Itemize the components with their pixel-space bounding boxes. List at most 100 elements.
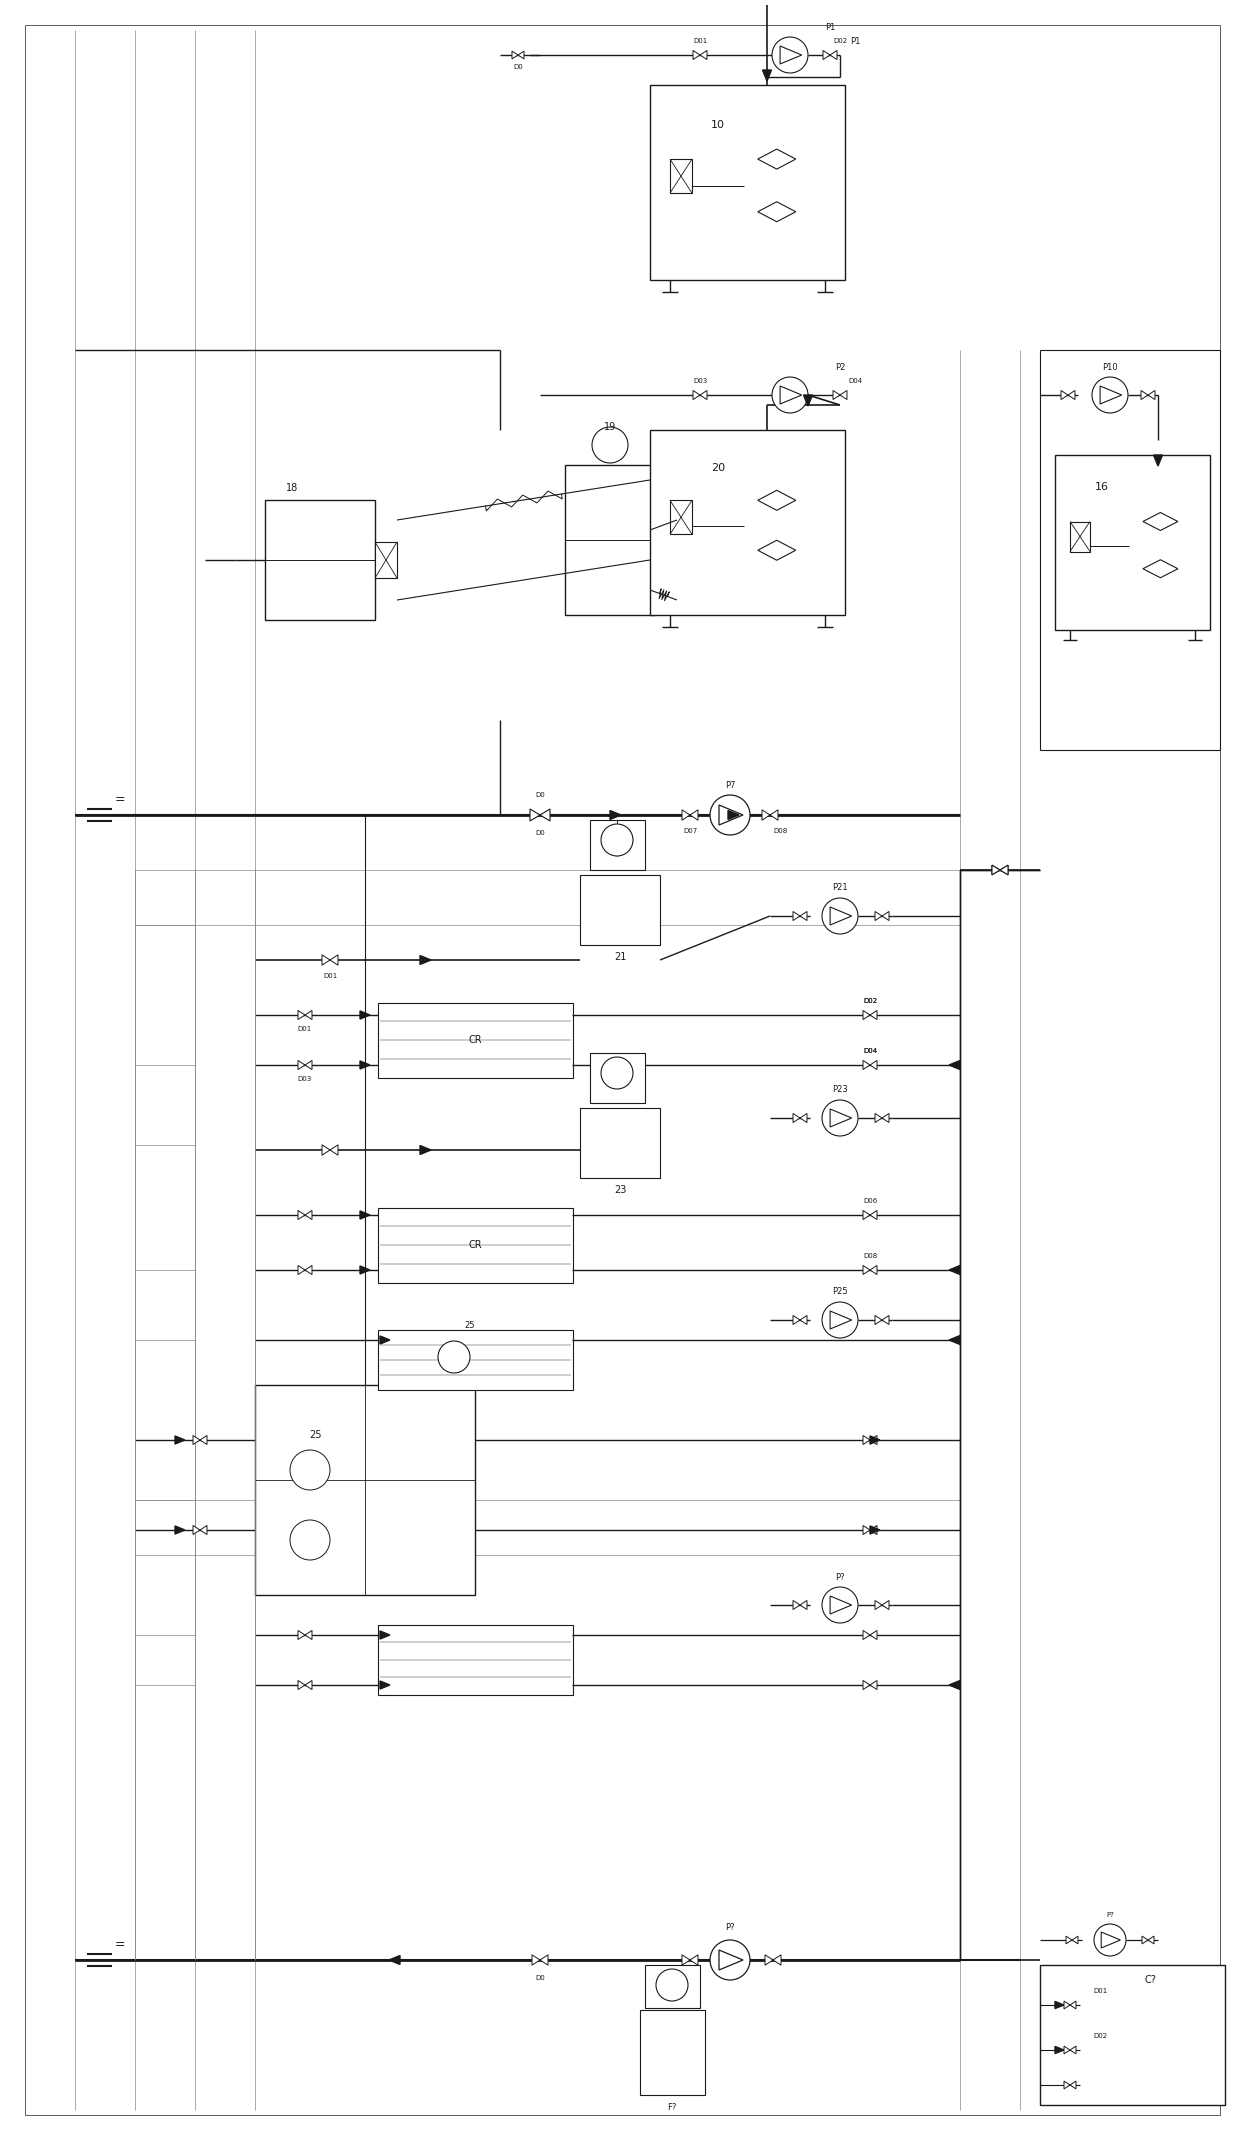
Polygon shape: [693, 51, 701, 60]
Polygon shape: [875, 911, 882, 921]
Polygon shape: [758, 541, 796, 560]
Polygon shape: [532, 1954, 539, 1965]
Text: 19: 19: [604, 421, 616, 432]
Polygon shape: [689, 1954, 698, 1965]
Circle shape: [591, 428, 627, 464]
Polygon shape: [330, 956, 339, 964]
Polygon shape: [701, 391, 707, 400]
Text: P1: P1: [825, 24, 836, 32]
Polygon shape: [322, 956, 330, 964]
Polygon shape: [1055, 2046, 1064, 2055]
Text: P7: P7: [724, 780, 735, 789]
Text: 18: 18: [286, 483, 298, 494]
Polygon shape: [305, 1631, 312, 1640]
Polygon shape: [949, 1266, 960, 1274]
Polygon shape: [1070, 2001, 1076, 2010]
Circle shape: [822, 1099, 858, 1135]
Circle shape: [822, 898, 858, 934]
Polygon shape: [379, 1336, 389, 1345]
Text: D07: D07: [683, 827, 697, 834]
Polygon shape: [763, 71, 771, 81]
Polygon shape: [360, 1011, 370, 1020]
Polygon shape: [518, 51, 525, 60]
Circle shape: [773, 36, 808, 73]
Polygon shape: [863, 1435, 870, 1445]
Text: P21: P21: [832, 883, 848, 892]
Text: P1: P1: [849, 38, 861, 47]
Text: P?: P?: [725, 1924, 735, 1933]
Text: C?: C?: [1145, 1976, 1156, 1984]
Polygon shape: [330, 1144, 339, 1155]
Polygon shape: [719, 806, 743, 825]
Polygon shape: [682, 810, 689, 821]
Polygon shape: [298, 1210, 305, 1219]
Polygon shape: [839, 391, 847, 400]
Bar: [435, 1334, 472, 1383]
Polygon shape: [863, 1680, 870, 1689]
Circle shape: [656, 1969, 688, 2001]
Polygon shape: [298, 1266, 305, 1274]
Polygon shape: [875, 1601, 882, 1610]
Polygon shape: [765, 1954, 773, 1965]
Polygon shape: [999, 866, 1008, 874]
Polygon shape: [305, 1011, 312, 1020]
Polygon shape: [863, 1011, 870, 1020]
Polygon shape: [305, 1210, 312, 1219]
Polygon shape: [882, 1114, 889, 1122]
Bar: [580, 1107, 660, 1178]
Text: CR: CR: [469, 1035, 482, 1045]
Polygon shape: [1153, 455, 1163, 466]
Polygon shape: [298, 1060, 305, 1069]
Text: P10: P10: [1102, 363, 1117, 372]
Polygon shape: [800, 1315, 807, 1326]
Bar: [378, 1003, 573, 1078]
Circle shape: [438, 1341, 470, 1373]
Bar: [670, 158, 692, 192]
Circle shape: [601, 1056, 632, 1088]
Text: D03: D03: [693, 378, 707, 385]
Text: P25: P25: [832, 1287, 848, 1296]
Polygon shape: [870, 1060, 877, 1069]
Polygon shape: [870, 1680, 877, 1689]
Text: D08: D08: [863, 1253, 877, 1259]
Text: D04: D04: [848, 378, 862, 385]
Polygon shape: [360, 1210, 370, 1219]
Circle shape: [1094, 1924, 1126, 1956]
Polygon shape: [689, 810, 698, 821]
Bar: [640, 2010, 706, 2095]
Polygon shape: [780, 47, 802, 64]
Text: D0: D0: [536, 1976, 544, 1982]
Polygon shape: [758, 150, 796, 169]
Polygon shape: [1070, 2080, 1076, 2089]
Bar: [1040, 1965, 1225, 2106]
Polygon shape: [1143, 513, 1178, 530]
Polygon shape: [758, 490, 796, 511]
Polygon shape: [800, 1114, 807, 1122]
Polygon shape: [830, 51, 837, 60]
Text: 23: 23: [614, 1184, 626, 1195]
Polygon shape: [322, 1144, 330, 1155]
Text: D02: D02: [833, 38, 847, 45]
Polygon shape: [875, 1315, 882, 1326]
Polygon shape: [298, 1011, 305, 1020]
Polygon shape: [794, 1601, 800, 1610]
Polygon shape: [863, 1524, 870, 1535]
Polygon shape: [794, 911, 800, 921]
Bar: [255, 1385, 475, 1595]
Text: =: =: [114, 793, 125, 806]
Text: D06: D06: [863, 1197, 877, 1204]
Polygon shape: [949, 1336, 960, 1345]
Text: D01: D01: [322, 973, 337, 979]
Polygon shape: [1143, 560, 1178, 577]
Polygon shape: [794, 1315, 800, 1326]
Bar: [378, 1330, 573, 1390]
Text: D0: D0: [536, 791, 544, 797]
Bar: [374, 543, 397, 577]
Text: 10: 10: [712, 120, 725, 130]
Bar: [378, 1208, 573, 1283]
Text: 25: 25: [309, 1430, 321, 1441]
Text: D04: D04: [863, 1048, 877, 1054]
Text: D08: D08: [773, 827, 787, 834]
Polygon shape: [193, 1524, 200, 1535]
Polygon shape: [1061, 391, 1068, 400]
